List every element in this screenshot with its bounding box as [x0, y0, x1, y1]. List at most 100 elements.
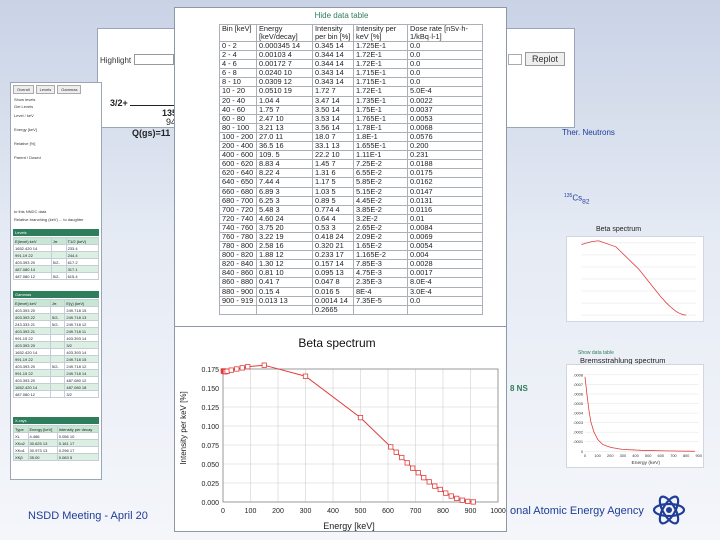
- table-row: 4 - 6 0.00172 7 0.344 14 1.72E-1 0.0: [219, 59, 483, 70]
- table-cell: 3.85E-2: [353, 204, 408, 215]
- table-cell: 30.625 13: [27, 439, 58, 447]
- get-levels-link[interactable]: Get Levels: [14, 104, 34, 109]
- table-cell: 6 - 8: [219, 68, 257, 79]
- table-cell: 0.0037: [407, 104, 483, 115]
- table-header: Energy [keV/decay]: [256, 24, 313, 42]
- data-point: [234, 366, 240, 372]
- table-cell: 0.0017: [407, 268, 483, 279]
- table-row: 403.393 20 3/2: [13, 341, 99, 349]
- x-tick-label: 100: [594, 453, 601, 458]
- data-point: [410, 465, 416, 471]
- data-point: [426, 479, 432, 485]
- table-cell: 1.715E-1: [353, 68, 408, 79]
- table-cell: 0.0068: [407, 122, 483, 133]
- table-row: 991.19 22 244.4: [13, 251, 100, 259]
- table-cell: 1.78E-1: [353, 122, 408, 133]
- table-cell: 249.718 15: [64, 355, 99, 363]
- table-cell: 1.75 7: [256, 104, 313, 115]
- footer-right-text: onal Atomic Energy Agency: [510, 505, 644, 517]
- tab-levels[interactable]: Levels: [35, 85, 56, 94]
- table-row: 620 - 640 8.22 4 1.31 6 6.55E-2 0.0175: [219, 168, 483, 179]
- show-levels-link[interactable]: Show levels: [14, 97, 36, 102]
- table-cell: 60 - 80: [219, 113, 257, 124]
- section-header: X-rays: [13, 417, 99, 424]
- table-cell: [50, 265, 67, 273]
- table-cell: 8.83 4: [256, 159, 313, 170]
- table-cell: 4.466: [27, 432, 58, 440]
- table-cell: 0.0: [407, 59, 483, 70]
- table-cell: 0.233 17: [312, 250, 354, 261]
- level-scheme: 3/2+ 135 94 Q(gs)=11: [100, 95, 180, 155]
- data-point: [470, 499, 476, 505]
- level-line: [130, 105, 180, 106]
- chart-title: Beta spectrum: [298, 336, 375, 350]
- table-cell: 403.393 14: [64, 334, 99, 342]
- table-cell: 991.15 22: [13, 369, 51, 377]
- data-point: [393, 449, 399, 455]
- x-tick-label: 800: [683, 453, 690, 458]
- table-row: 600 - 620 8.83 4 1.45 7 7.25E-2 0.0188: [219, 159, 483, 170]
- y-tick-label: 0.175: [201, 367, 219, 374]
- tab-gammas[interactable]: Gammas: [57, 85, 82, 94]
- x-tick-label: 900: [465, 508, 477, 515]
- table-cell: 3.47 14: [312, 95, 354, 106]
- table-cell: [256, 304, 313, 315]
- nndc-link[interactable]: to this NNDC data: [14, 209, 47, 214]
- table-row: 991.19 22 249.718 15: [13, 355, 99, 363]
- table-cell: 0.41 7: [256, 277, 313, 288]
- table-row: 2 - 4 0.00103 4 0.344 14 1.72E-1 0.0: [219, 50, 483, 61]
- section-header: Levels: [13, 229, 99, 236]
- table-cell: 0.418 24: [312, 231, 354, 243]
- x-tick-label: 200: [607, 453, 614, 458]
- table-cell: 487.080 14: [13, 265, 52, 273]
- table-cell: 6.89 3: [256, 186, 313, 197]
- table-header: E(level) keV: [13, 299, 51, 307]
- beta-spectrum-chart: Beta spectrum Intensity per keV [%] Ener…: [179, 336, 506, 531]
- table-cell: XL: [13, 432, 29, 440]
- level-value-1: 135: [162, 108, 178, 118]
- energy-label: Energy [keV]: [14, 127, 37, 132]
- table-cell: [49, 341, 66, 349]
- table-cell: 3.2E-2: [353, 213, 408, 224]
- table-cell: 249.718 14: [64, 369, 99, 377]
- table-cell: 7.85E-3: [353, 259, 408, 270]
- table-row: 700 - 720 5.48 3 0.774 4 3.85E-2 0.0116: [219, 204, 483, 215]
- table-cell: 820 - 840: [219, 259, 257, 270]
- table-row: 100 - 200 27.0 11 18.0 7 1.8E-1 0.0576: [219, 131, 483, 143]
- table-cell: 0.0116: [407, 204, 483, 215]
- table-cell: 8E-4: [353, 286, 408, 297]
- replot-button[interactable]: Replot: [525, 52, 565, 66]
- highlight-input[interactable]: [134, 54, 174, 65]
- table-cell: 0.343 14: [312, 77, 354, 88]
- table-cell: 0.047 8: [312, 277, 354, 288]
- table-cell: [50, 251, 67, 259]
- table-row: 60 - 80 2.47 10 3.53 14 1.765E-1 0.0053: [219, 113, 483, 124]
- left-panel-tabs: Overall Levels Gammas: [13, 85, 82, 94]
- table-cell: 403.393 20: [13, 376, 51, 384]
- table-header: Type: [13, 425, 29, 433]
- nucleus-z: 82: [582, 198, 590, 206]
- table-cell: 1.765E-1: [353, 113, 408, 124]
- table-cell: [49, 327, 66, 335]
- data-point: [443, 490, 449, 496]
- table-row: 403.393 20 487.080 12: [13, 376, 99, 384]
- table-row: 403.393 20 249.718 15: [13, 306, 99, 314]
- table-row: 0.2665: [219, 304, 483, 315]
- table-cell: 0.157 14: [312, 259, 354, 270]
- show-data-table-link[interactable]: Show data table: [578, 350, 614, 356]
- data-point: [399, 454, 405, 461]
- table-cell: 0.81 10: [256, 268, 313, 279]
- table-cell: 1.8E-1: [353, 131, 408, 143]
- table-cell: 4.60 24: [256, 213, 313, 224]
- y-tick-label: 0.150: [201, 386, 219, 393]
- table-cell: 3.75 20: [256, 222, 313, 233]
- table-cell: 233.4: [65, 244, 100, 252]
- hide-data-table-link[interactable]: Hide data table: [314, 11, 369, 20]
- table-cell: 0.0028: [407, 259, 483, 270]
- option-input[interactable]: [508, 54, 522, 65]
- table-row: 660 - 680 6.89 3 1.03 5 5.15E-2 0.0147: [219, 186, 483, 197]
- table-cell: 40 - 60: [219, 104, 257, 115]
- tab-overall[interactable]: Overall: [13, 85, 34, 94]
- table-cell: 5/2-: [49, 362, 66, 370]
- table-cell: 200 - 400: [219, 141, 257, 152]
